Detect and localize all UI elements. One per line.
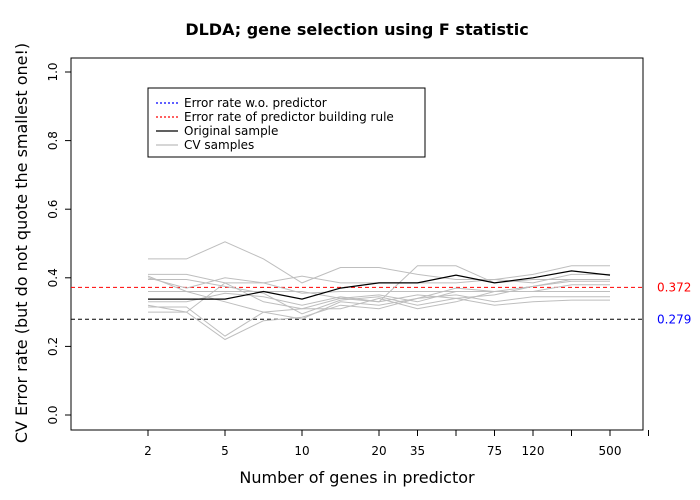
x-tick-label-4: 35 bbox=[410, 444, 425, 458]
legend-entry-0: Error rate w.o. predictor bbox=[184, 96, 327, 110]
x-tick-label-3: 20 bbox=[371, 444, 386, 458]
y-tick-label-1: 0.2 bbox=[46, 337, 60, 356]
cv-sample-lines bbox=[147, 241, 610, 341]
cv-sample-line-0 bbox=[148, 241, 610, 284]
y-tick-label-3: 0.6 bbox=[46, 200, 60, 219]
chart-title: DLDA; gene selection using F statistic bbox=[185, 20, 528, 39]
reference-line-label-0: 0.372 bbox=[657, 280, 691, 294]
x-axis: 2 5 10 20 35 75 120 500 bbox=[144, 430, 649, 458]
y-tick-label-4: 0.8 bbox=[46, 131, 60, 150]
y-axis-label: CV Error rate (but do not quote the smal… bbox=[12, 43, 31, 443]
y-tick-label-5: 1.0 bbox=[46, 62, 60, 81]
x-tick-label-5: 75 bbox=[487, 444, 502, 458]
legend-entry-1: Error rate of predictor building rule bbox=[184, 110, 394, 124]
cv-sample-line-7 bbox=[148, 292, 610, 306]
cv-sample-line-4 bbox=[147, 294, 610, 341]
original-sample-line bbox=[148, 270, 611, 300]
reference-lines: 0.372 0.279 bbox=[71, 280, 691, 326]
x-axis-label: Number of genes in predictor bbox=[239, 468, 475, 487]
plot-frame bbox=[70, 57, 644, 431]
x-tick-label-0: 2 bbox=[144, 444, 152, 458]
original-sample-polyline bbox=[148, 270, 611, 300]
y-tick-label-2: 0.4 bbox=[46, 268, 60, 287]
cv-sample-line-9 bbox=[148, 287, 610, 320]
cv-sample-line-3 bbox=[148, 279, 610, 337]
y-axis: 0.0 0.2 0.4 0.6 0.8 1.0 bbox=[46, 62, 71, 425]
y-tick-label-0: 0.0 bbox=[46, 405, 60, 424]
legend-entry-3: CV samples bbox=[184, 138, 254, 152]
cv-sample-line-8 bbox=[148, 279, 610, 315]
x-tick-label-2: 10 bbox=[294, 444, 309, 458]
x-tick-label-6: 120 bbox=[522, 444, 545, 458]
x-tick-label-1: 5 bbox=[221, 444, 229, 458]
x-tick-label-7: 500 bbox=[599, 444, 622, 458]
reference-line-label-1: 0.279 bbox=[657, 312, 691, 326]
cv-sample-line-1 bbox=[148, 273, 610, 284]
legend-box bbox=[147, 87, 426, 158]
legend-entry-2: Original sample bbox=[184, 124, 278, 138]
